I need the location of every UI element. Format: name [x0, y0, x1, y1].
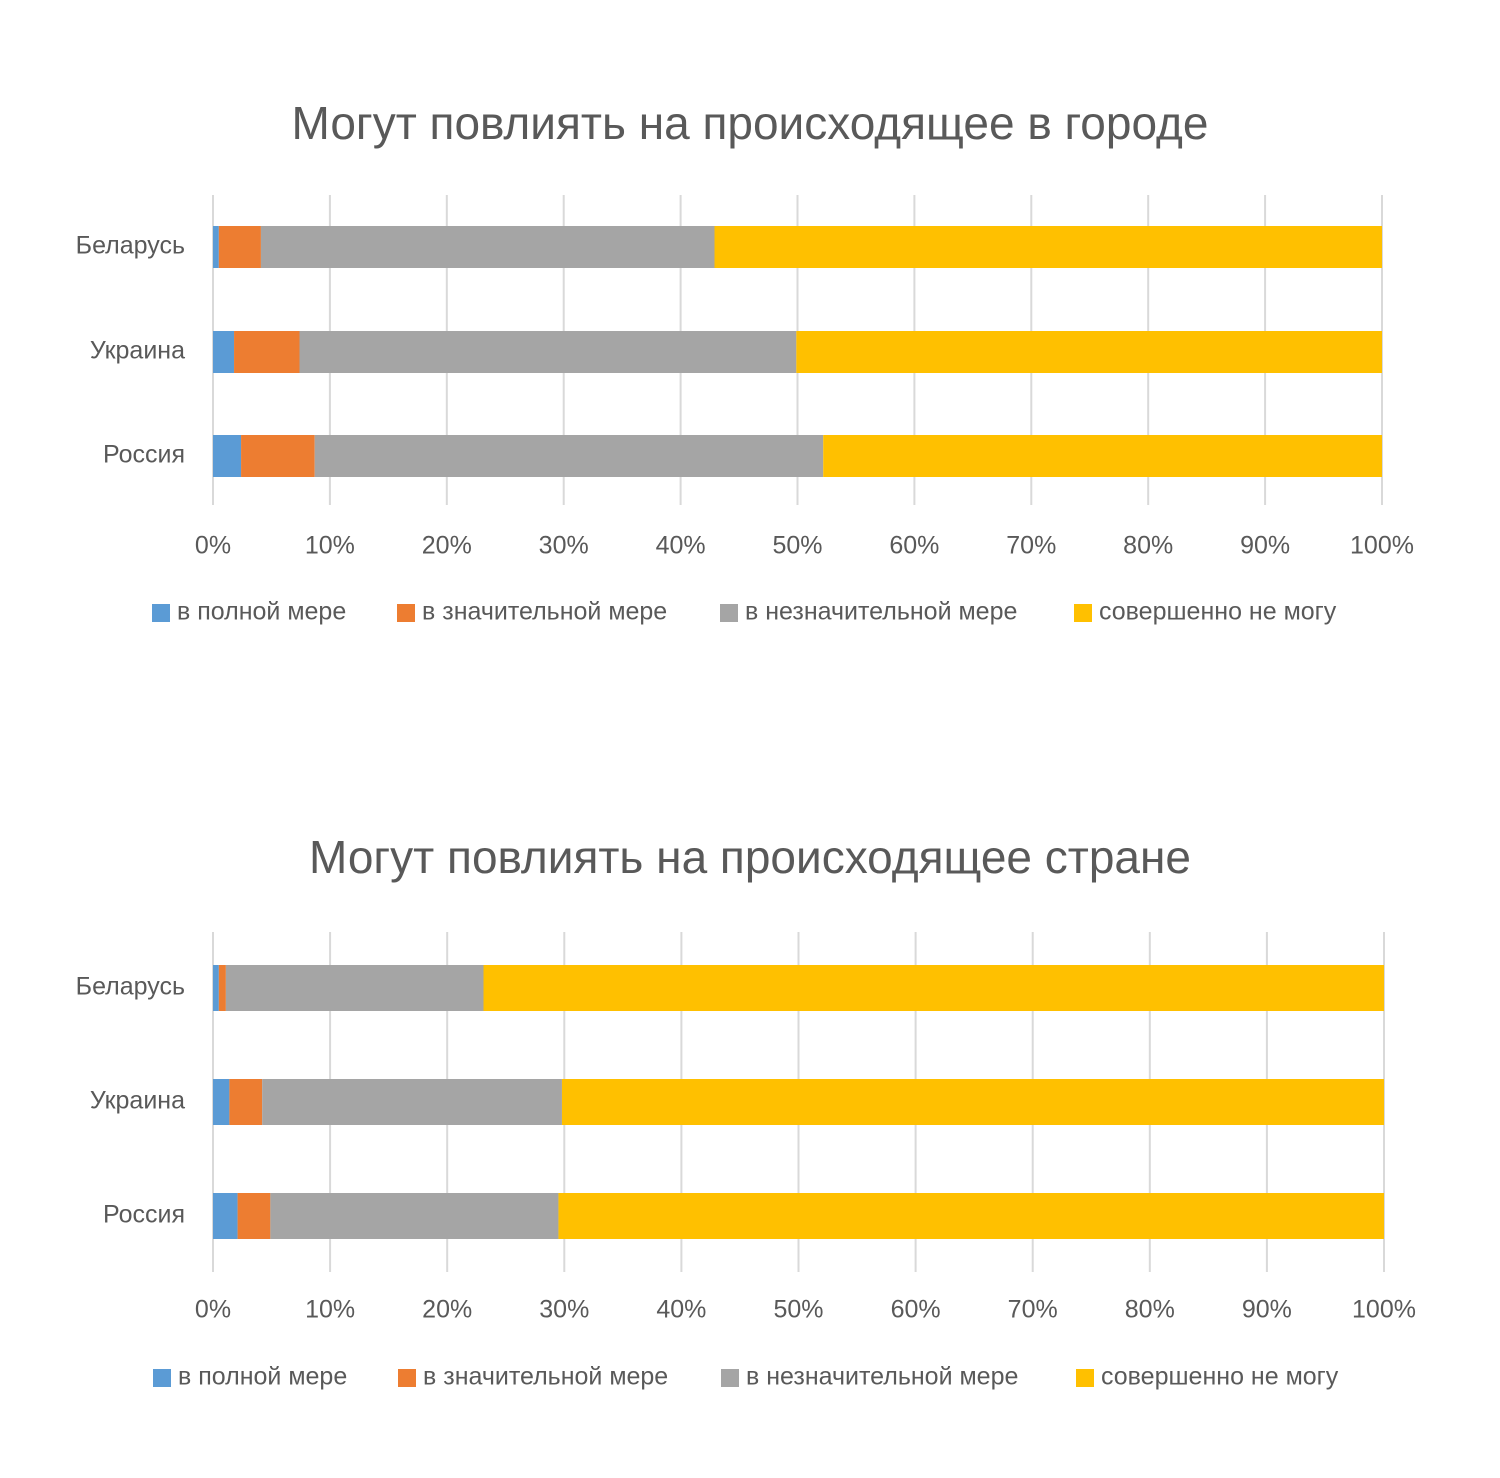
- legend-swatch: [1074, 604, 1092, 622]
- x-tick-label: 50%: [772, 532, 822, 560]
- x-tick-label: 70%: [1006, 532, 1056, 560]
- category-label: Беларусь: [76, 973, 185, 1001]
- legend-swatch: [398, 1369, 416, 1387]
- category-label: Россия: [103, 1201, 185, 1229]
- bar-segment: [213, 965, 219, 1011]
- x-tick-label: 20%: [422, 1296, 472, 1324]
- bar-segment: [241, 435, 315, 477]
- x-tick-label: 60%: [891, 1296, 941, 1324]
- legend-label: совершенно не могу: [1099, 598, 1337, 626]
- legend-label: совершенно не могу: [1101, 1363, 1339, 1391]
- chart-1-title: Могут повлиять на происходящее в городе: [292, 97, 1209, 149]
- bar-segment: [229, 1079, 263, 1125]
- legend-label: в незначительной мере: [745, 598, 1017, 626]
- category-label: Украина: [90, 1087, 185, 1115]
- legend-label: в значительной мере: [423, 1363, 668, 1391]
- bar-segment: [213, 1193, 238, 1239]
- bar-segment: [213, 1079, 230, 1125]
- bar-segment: [270, 1193, 559, 1239]
- x-tick-label: 90%: [1242, 1296, 1292, 1324]
- x-tick-label: 0%: [195, 1296, 231, 1324]
- x-tick-label: 70%: [1008, 1296, 1058, 1324]
- bar-segment: [714, 226, 1382, 268]
- x-tick-label: 100%: [1350, 532, 1414, 560]
- x-tick-label: 60%: [889, 532, 939, 560]
- bar-segment: [260, 226, 715, 268]
- bar-segment: [213, 226, 219, 268]
- x-tick-label: 0%: [195, 532, 231, 560]
- legend-swatch: [720, 604, 738, 622]
- bar-segment: [483, 965, 1385, 1011]
- legend-swatch: [721, 1369, 739, 1387]
- legend-label: в незначительной мере: [746, 1363, 1018, 1391]
- x-tick-label: 100%: [1352, 1296, 1416, 1324]
- x-tick-label: 40%: [656, 532, 706, 560]
- legend-label: в значительной мере: [422, 598, 667, 626]
- legend-swatch: [153, 1369, 171, 1387]
- bar-segment: [218, 226, 261, 268]
- category-label: Россия: [103, 441, 185, 469]
- bar-segment: [558, 1193, 1384, 1239]
- legend-swatch: [397, 604, 415, 622]
- chart-2-title: Могут повлиять на происходящее стране: [309, 831, 1191, 883]
- bar-segment: [234, 331, 300, 373]
- bar-segment: [213, 331, 235, 373]
- category-label: Беларусь: [76, 232, 185, 260]
- bar-segment: [299, 331, 797, 373]
- x-tick-label: 30%: [539, 1296, 589, 1324]
- bar-segment: [262, 1079, 562, 1125]
- x-tick-label: 90%: [1240, 532, 1290, 560]
- bar-segment: [225, 965, 484, 1011]
- x-tick-label: 50%: [773, 1296, 823, 1324]
- legend-swatch: [152, 604, 170, 622]
- legend-label: в полной мере: [178, 1363, 347, 1391]
- bar-segment: [218, 965, 226, 1011]
- bar-segment: [314, 435, 824, 477]
- bar-segment: [237, 1193, 271, 1239]
- x-tick-label: 80%: [1123, 532, 1173, 560]
- x-tick-label: 80%: [1125, 1296, 1175, 1324]
- category-label: Украина: [90, 337, 185, 365]
- legend-label: в полной мере: [177, 598, 346, 626]
- x-tick-label: 20%: [422, 532, 472, 560]
- bar-segment: [796, 331, 1382, 373]
- bar-segment: [213, 435, 242, 477]
- x-tick-label: 30%: [539, 532, 589, 560]
- bar-segment: [561, 1079, 1384, 1125]
- bar-segment: [823, 435, 1382, 477]
- legend-swatch: [1076, 1369, 1094, 1387]
- x-tick-label: 10%: [305, 532, 355, 560]
- x-tick-label: 40%: [656, 1296, 706, 1324]
- x-tick-label: 10%: [305, 1296, 355, 1324]
